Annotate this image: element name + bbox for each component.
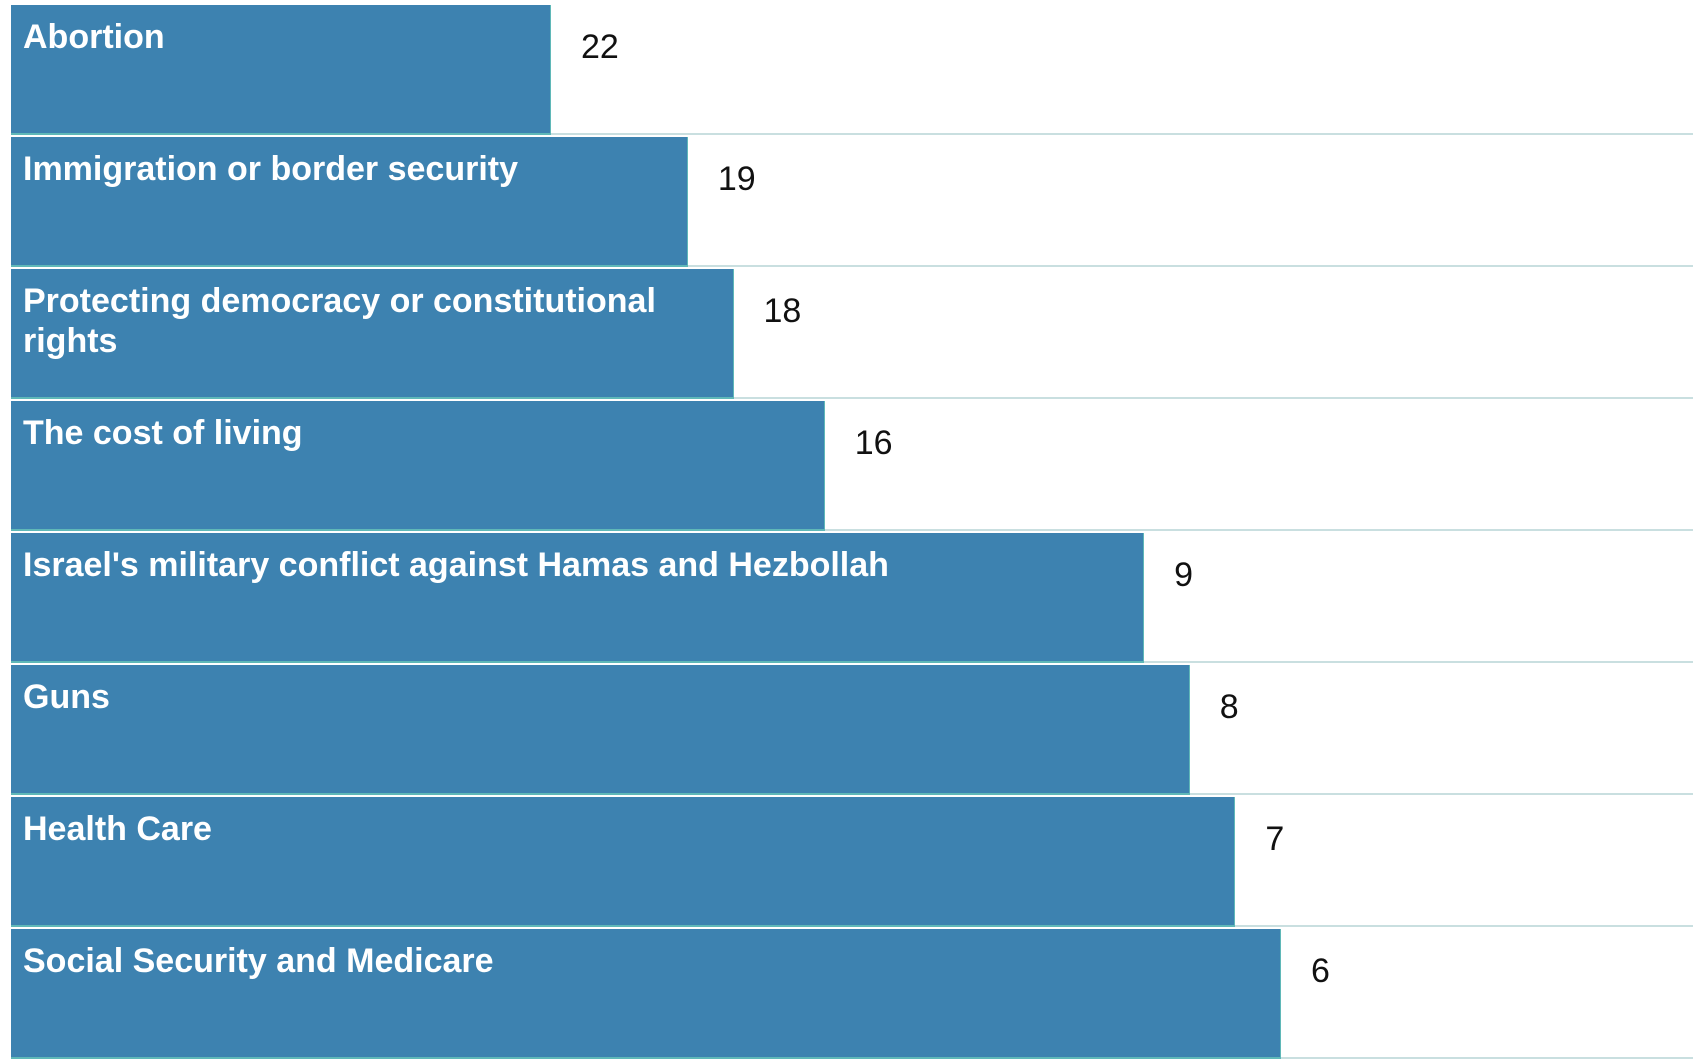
value-label: 7: [1265, 820, 1285, 858]
category-label: Immigration or border security: [23, 150, 518, 188]
bar: [11, 533, 1145, 663]
row-divider: [11, 265, 1693, 267]
bar: [11, 269, 734, 399]
bar: [11, 401, 825, 531]
row-divider: [11, 397, 1693, 399]
category-label: Protecting democracy or constitutional r…: [23, 282, 656, 360]
category-label: Israel's military conflict against Hamas…: [23, 546, 889, 584]
bar: [11, 665, 1190, 795]
value-label: 19: [717, 160, 756, 198]
bar: [11, 5, 551, 135]
value-label: 22: [581, 28, 619, 66]
row-divider: [11, 133, 1693, 135]
value-label: 18: [763, 292, 802, 330]
category-label: Social Security and Medicare: [23, 942, 494, 980]
category-label: The cost of living: [23, 414, 303, 452]
value-label: 6: [1311, 952, 1330, 990]
value-label: 8: [1219, 688, 1239, 726]
bar: [11, 797, 1236, 927]
bar: [11, 929, 1281, 1059]
category-label: Abortion: [23, 18, 165, 56]
value-label: 9: [1174, 556, 1194, 594]
value-label: 16: [854, 424, 893, 462]
category-label: Health Care: [23, 810, 212, 848]
bar: [11, 137, 688, 267]
category-label: Guns: [23, 678, 110, 716]
row-divider: [11, 529, 1693, 531]
